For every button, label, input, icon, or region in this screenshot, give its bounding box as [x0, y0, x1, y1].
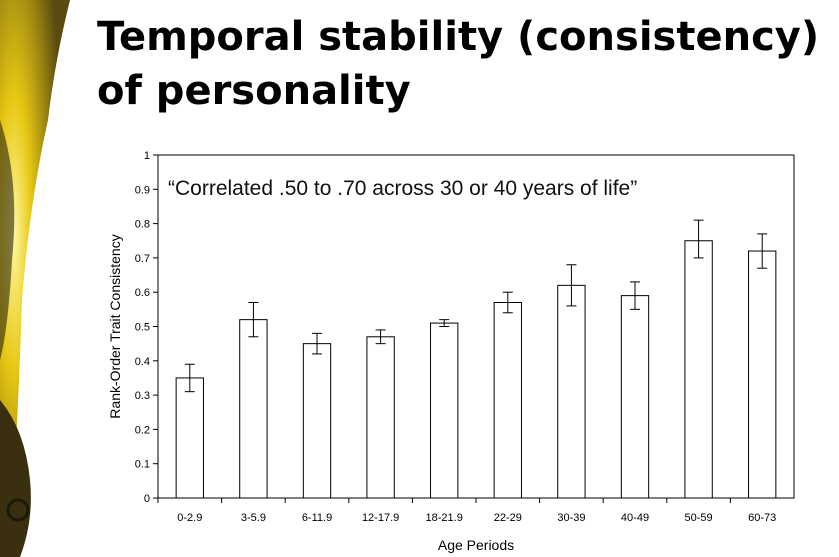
- x-tick-label: 60-73: [748, 512, 776, 524]
- bar-60-73: [748, 250, 777, 499]
- y-tick-label: 0.2: [135, 424, 150, 436]
- x-axis-ticks: 0-2.9 3-5.9 6-11.9 12-17.9 18-21.9 22-29 30-39…: [157, 498, 776, 524]
- x-axis-label: Age Periods: [438, 537, 514, 553]
- x-tick-label: 22-29: [494, 512, 522, 524]
- slide-title: Temporal stability (consistency) of pers…: [97, 10, 837, 118]
- bar-40-49: [620, 295, 650, 499]
- chart-annotation: “Correlated .50 to .70 across 30 or 40 y…: [168, 177, 637, 200]
- slide-title-line1: Temporal stability (consistency): [97, 14, 820, 60]
- bar-22-29: [493, 301, 522, 499]
- y-tick-label: 0.7: [135, 253, 150, 265]
- x-tick-label: 6-11.9: [302, 512, 332, 524]
- decorative-photo-strip: [0, 0, 100, 557]
- y-tick-label: 0.9: [135, 184, 150, 196]
- bar-6-11.9: [302, 343, 332, 499]
- slide-background-decoration: [0, 0, 100, 557]
- y-tick-label: 0.1: [135, 459, 150, 471]
- bar-chart: 0 0.1 0.2 0.3 0.4 0.5 0.6 0.7 0.8 0.9 1 0-2.9 3-5.9…: [107, 150, 795, 553]
- x-tick-label: 30-39: [557, 512, 585, 524]
- y-tick-label: 0.8: [135, 219, 150, 231]
- y-tick-label: 0: [144, 493, 150, 505]
- x-tick-label: 18-21.9: [426, 512, 463, 524]
- y-tick-label: 0.4: [135, 356, 150, 368]
- bars: [175, 219, 777, 499]
- slide-title-line2: of personality: [97, 68, 411, 114]
- x-tick-label: 0-2.9: [177, 512, 202, 524]
- y-tick-label: 0.6: [135, 287, 150, 299]
- y-tick-label: 0.3: [135, 390, 150, 402]
- x-tick-label: 40-49: [621, 512, 649, 524]
- x-tick-label: 12-17.9: [362, 512, 399, 524]
- bar-3-5.9: [239, 319, 268, 499]
- bar-18-21.9: [430, 322, 459, 499]
- bar-30-39: [557, 284, 586, 499]
- y-axis-ticks: 0 0.1 0.2 0.3 0.4 0.5 0.6 0.7 0.8 0.9 1: [135, 150, 158, 505]
- y-tick-label: 0.5: [135, 322, 150, 334]
- x-tick-label: 50-59: [685, 512, 713, 524]
- bar-0-2.9: [175, 377, 204, 499]
- y-axis-label: Rank-Order Trait Consistency: [107, 234, 123, 418]
- bar-50-59: [684, 240, 713, 499]
- bar-12-17.9: [366, 336, 395, 499]
- x-tick-label: 3-5.9: [241, 512, 266, 524]
- y-tick-label: 1: [144, 150, 150, 162]
